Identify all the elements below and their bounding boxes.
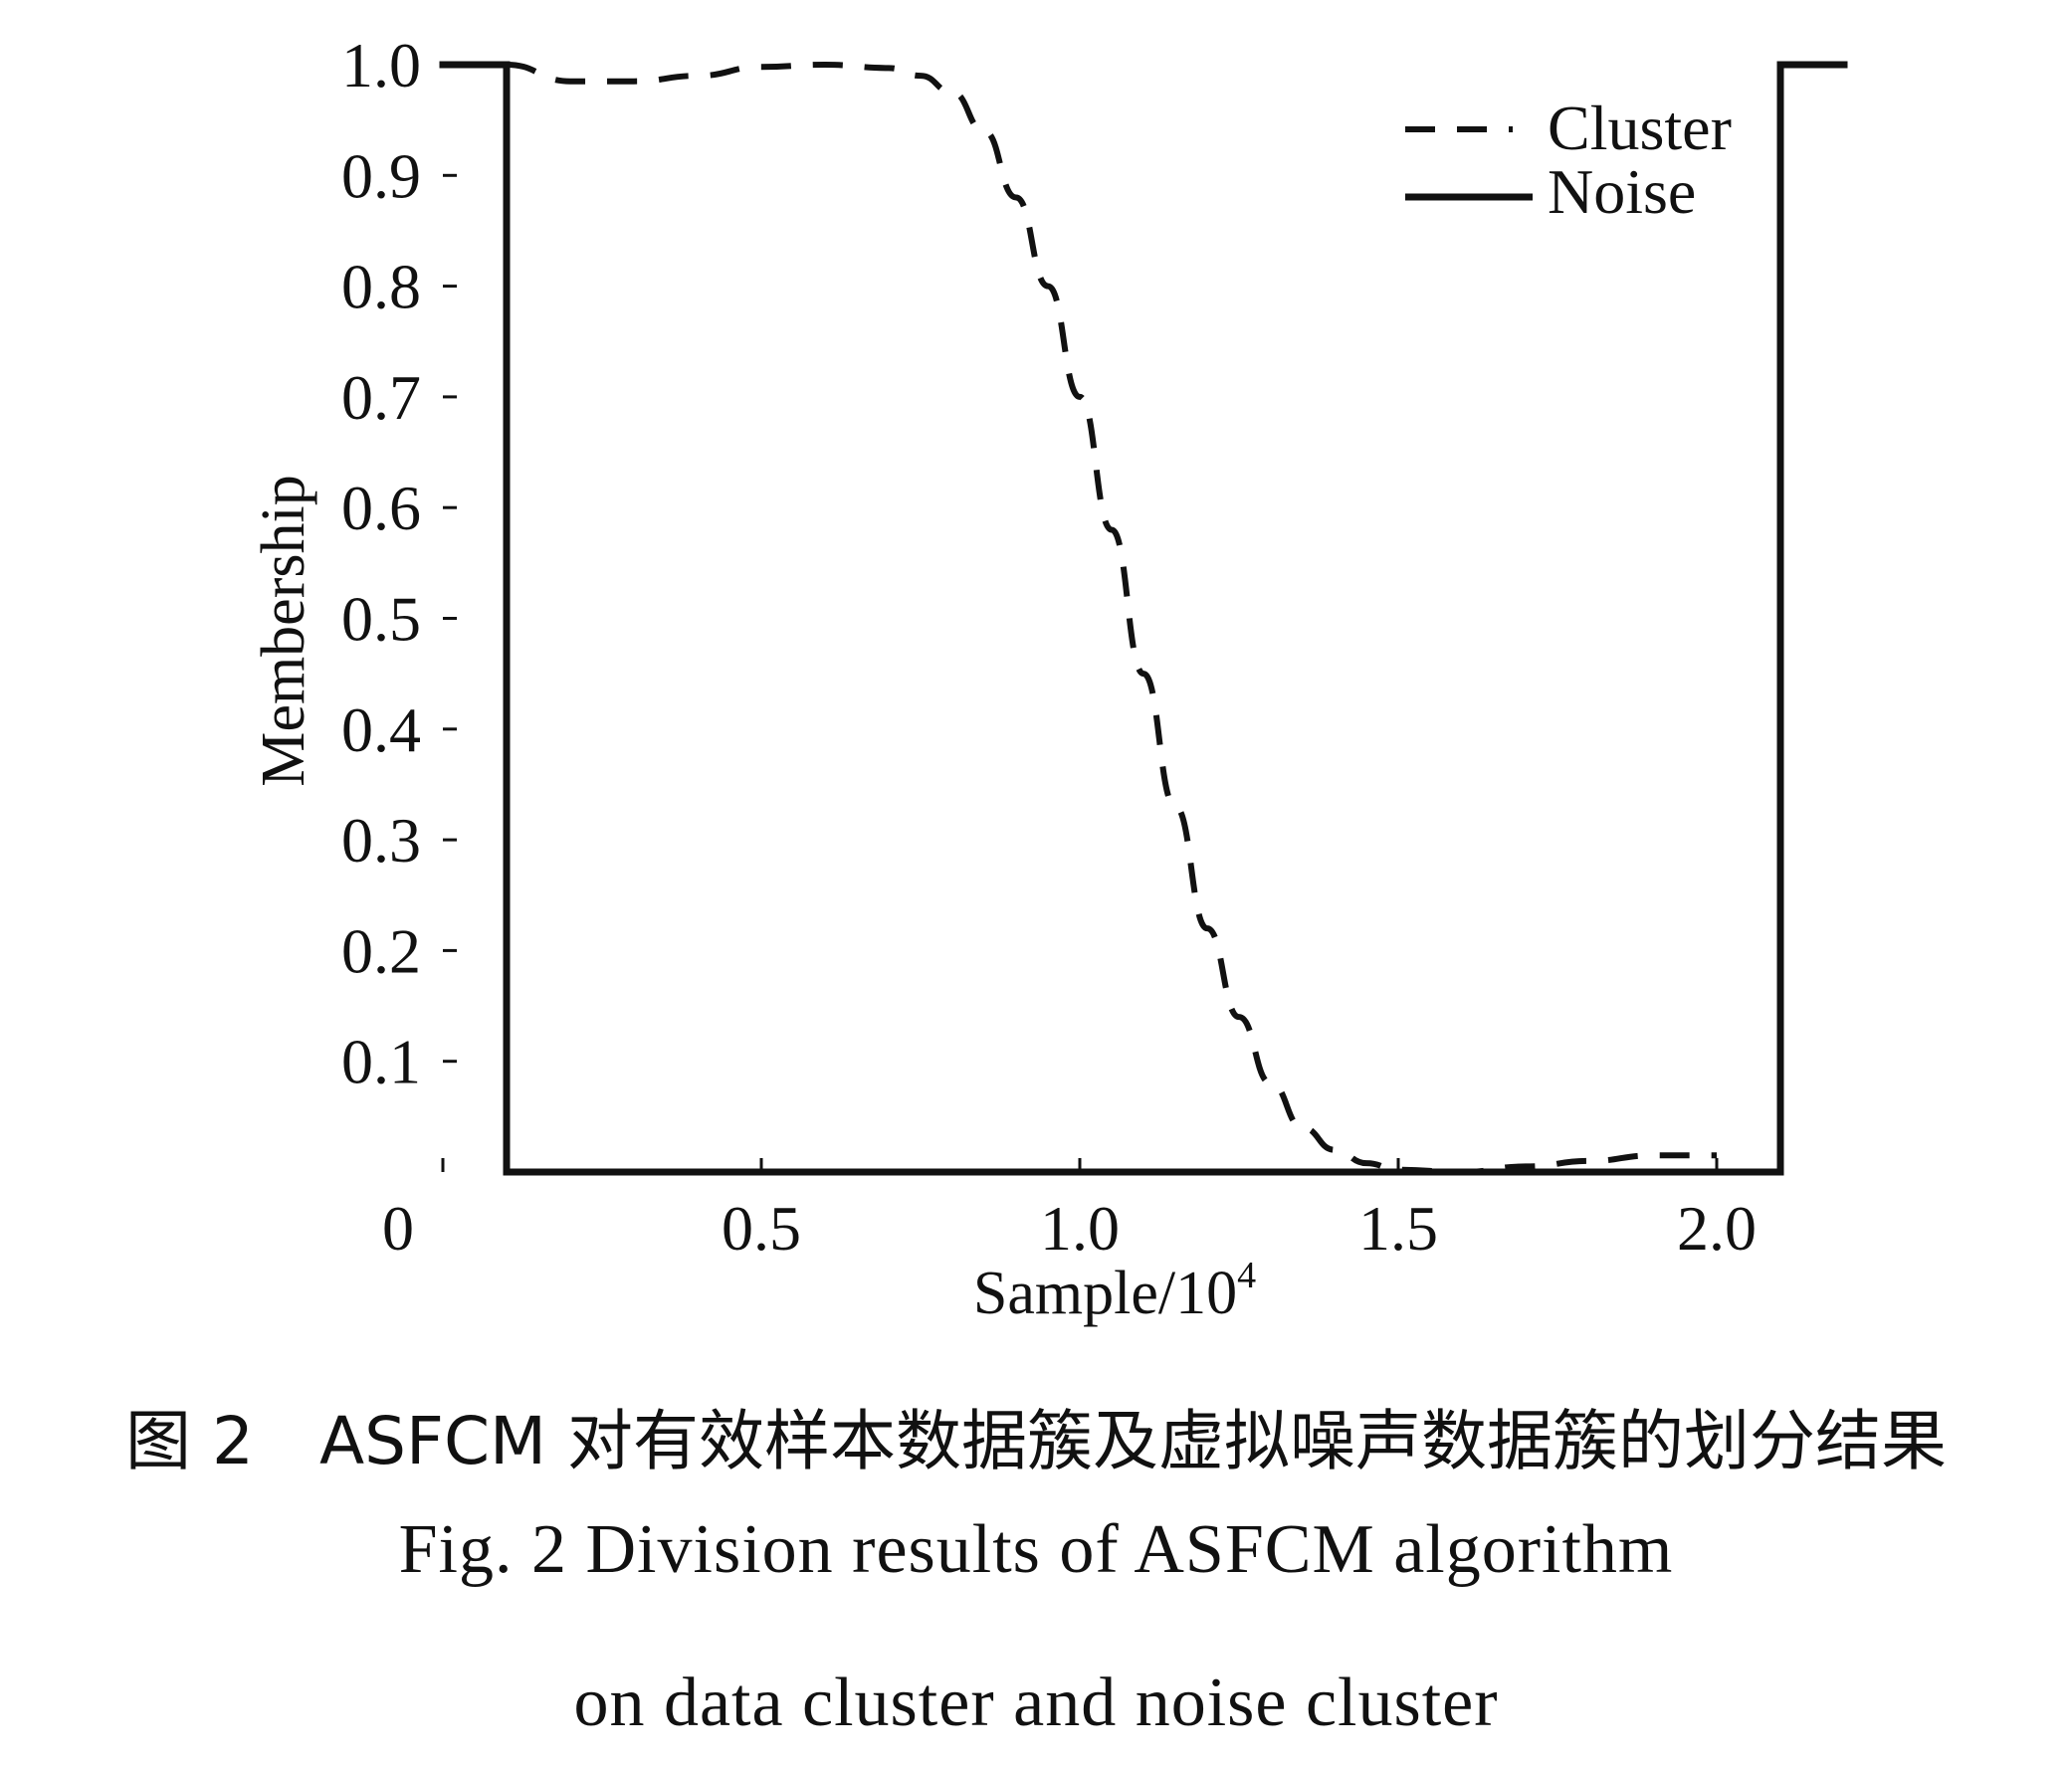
x-axis-label-text: Sample/10 [973,1260,1237,1327]
x-tick-label: 0 [382,1193,414,1264]
y-tick-label: 0.4 [341,694,421,765]
x-tick-label: 1.5 [1358,1193,1438,1264]
legend-cluster-label: Cluster [1548,93,1732,163]
x-tick-label: 0.5 [722,1193,801,1264]
y-tick-label: 0.2 [341,915,421,986]
plot-area: 0.1 0.2 0.3 0.4 0.5 0.6 0.7 0.8 0.9 1.0 0 0.5 1.0 1.5… [341,30,1848,1264]
x-axis-label-superscript: 4 [1237,1255,1256,1296]
y-tick-label: 0.3 [341,805,421,876]
y-tick-label: 0.9 [341,140,421,211]
y-tick-label: 0.7 [341,362,421,433]
y-tick-label: 1.0 [341,30,421,100]
x-axis-label: Sample/104 [973,1255,1256,1327]
y-tick-label: 0.1 [341,1027,421,1097]
y-tick-label: 0.5 [341,584,421,655]
legend-noise-label: Noise [1548,156,1696,227]
y-axis-label: Membership [250,475,317,786]
x-tick-label: 2.0 [1677,1193,1757,1264]
series-cluster-line [506,61,1717,1176]
x-tick-label: 1.0 [1040,1193,1120,1264]
y-tick-label: 0.8 [341,252,421,322]
figure-caption-english-line1: Fig. 2 Division results of ASFCM algorit… [398,1511,1674,1588]
legend: Cluster Noise [1405,93,1732,227]
figure-caption-english-line2: on data cluster and noise cluster [573,1665,1499,1741]
figure-caption-chinese: 图 2 ASFCM 对有效样本数据簇及虚拟噪声数据簇的划分结果 [125,1403,1947,1479]
y-tick-label: 0.6 [341,473,421,543]
